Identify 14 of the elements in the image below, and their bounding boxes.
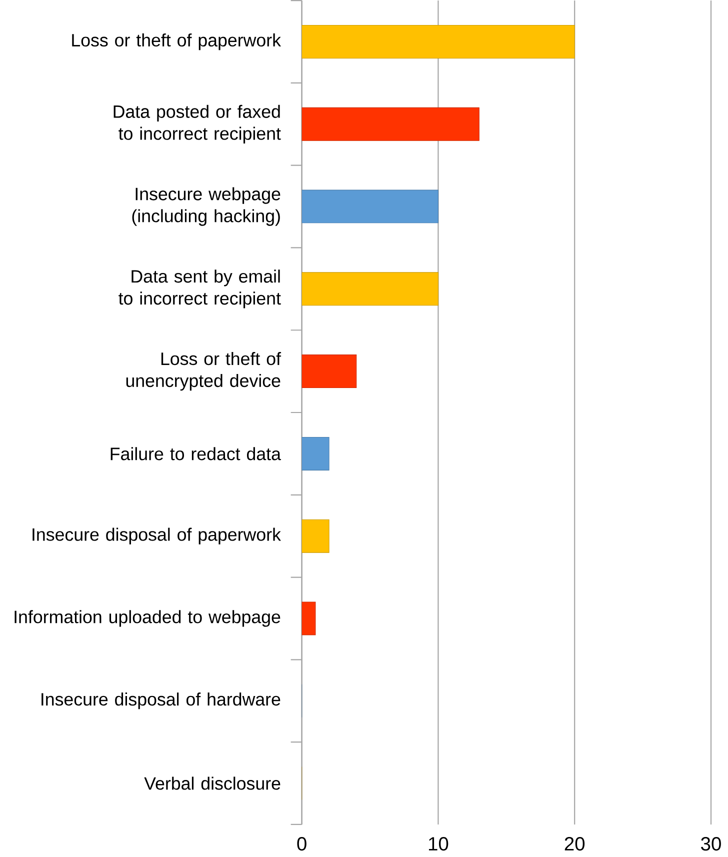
y-tick-label: Loss or theft of unencrypted device xyxy=(126,352,281,391)
y-tick-label: Data sent by email to incorrect recipient xyxy=(118,270,281,308)
y-tick-label: Data posted or faxed to incorrect recipient xyxy=(114,104,281,144)
x-tick-label: 20 xyxy=(564,836,584,851)
x-tick-label: 30 xyxy=(700,836,721,851)
y-tick-label: Information uploaded to webpage xyxy=(14,610,280,627)
y-tick-label: Insecure disposal of hardware xyxy=(42,692,280,710)
y-tick-label: Failure to redact data xyxy=(110,447,281,460)
x-tick-label: 0 xyxy=(297,836,306,851)
y-tick-label: Loss or theft of paperwork xyxy=(72,33,281,50)
y-tick-label: Insecure webpage (including hacking) xyxy=(132,187,280,226)
y-tick-label: Verbal disclosure xyxy=(144,776,280,790)
y-tick-label: Insecure disposal of paperwork xyxy=(32,528,281,544)
x-tick-label: 10 xyxy=(428,836,448,851)
